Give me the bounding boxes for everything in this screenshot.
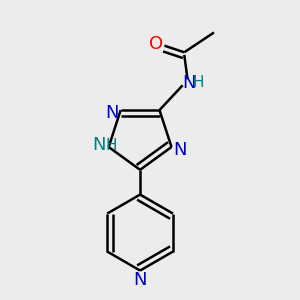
Text: H: H (192, 75, 204, 90)
Text: N: N (106, 104, 119, 122)
Text: N: N (182, 74, 196, 92)
Text: O: O (149, 35, 163, 53)
Text: N: N (173, 141, 187, 159)
Text: H: H (105, 138, 117, 153)
Text: N: N (92, 136, 106, 154)
Text: N: N (133, 272, 147, 290)
